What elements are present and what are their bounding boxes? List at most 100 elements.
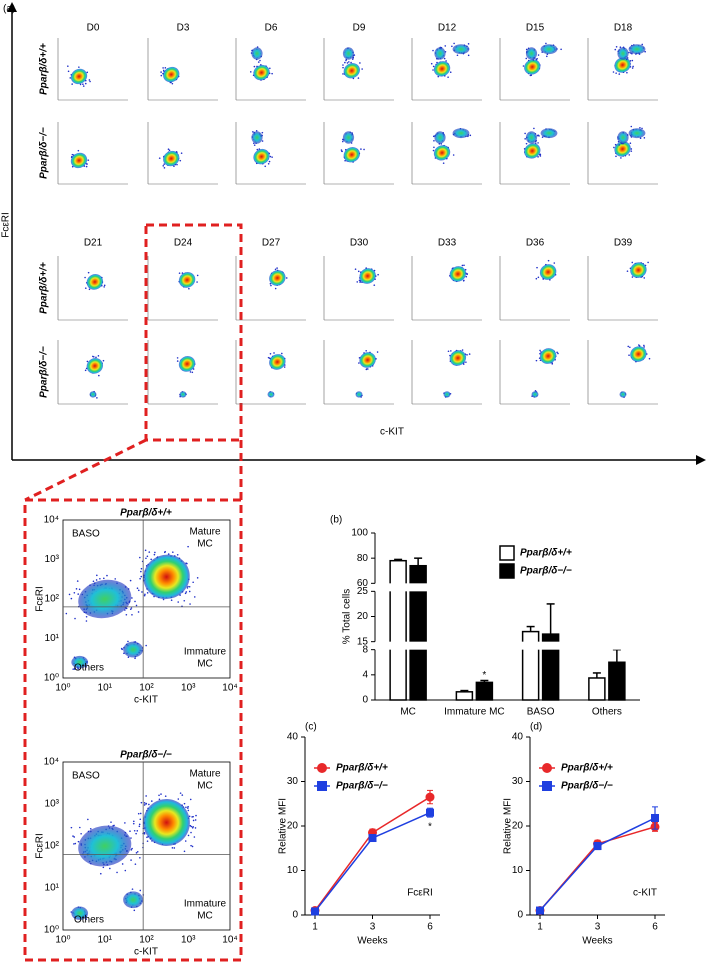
event-dot <box>163 167 166 169</box>
event-dot <box>132 822 135 825</box>
x-tick-label: 6 <box>427 922 433 933</box>
x-tick-label: 10³ <box>181 935 196 946</box>
event-dot <box>134 657 136 660</box>
event-dot <box>176 357 179 359</box>
legend-swatch <box>499 545 515 561</box>
event-dot <box>535 359 538 362</box>
event-dot <box>133 829 136 832</box>
event-dot <box>188 815 191 818</box>
event-dot <box>167 148 170 151</box>
event-dot <box>269 67 271 70</box>
density-blob <box>630 346 647 362</box>
density-blob <box>434 131 446 144</box>
y-axis-label: % Total cells <box>342 589 353 644</box>
event-dot <box>461 349 464 351</box>
event-dot <box>89 827 92 830</box>
event-dot <box>185 806 187 809</box>
quadrant-label: BASO <box>72 529 100 540</box>
event-dot <box>85 918 88 920</box>
event-dot <box>73 667 76 669</box>
event-dot <box>173 165 175 167</box>
event-dot <box>274 287 277 290</box>
y-tick-label: 10³ <box>45 799 60 810</box>
event-dot <box>84 287 87 289</box>
event-dot <box>377 273 379 276</box>
event-dot <box>639 137 642 140</box>
event-dot <box>341 150 343 153</box>
quadrant-label: MC <box>197 539 213 550</box>
event-dot <box>629 346 631 349</box>
density-blob <box>143 554 190 600</box>
x-tick-label: Others <box>592 707 622 718</box>
event-dot <box>188 287 190 290</box>
event-dot <box>140 567 143 570</box>
event-dot <box>647 261 649 264</box>
y-tick-label: 40 <box>287 732 299 743</box>
event-dot <box>261 140 264 142</box>
event-dot <box>256 148 259 151</box>
event-dot <box>75 588 78 590</box>
day-label: D39 <box>614 238 633 249</box>
x-tick-label: 3 <box>595 922 601 933</box>
event-dot <box>145 795 147 797</box>
y-tick-label: 100 <box>351 528 368 539</box>
density-blob <box>524 59 541 75</box>
density-blob <box>342 131 355 144</box>
event-dot <box>560 48 562 51</box>
event-dot <box>537 54 540 56</box>
density-blob <box>70 68 88 85</box>
event-dot <box>546 55 548 58</box>
event-dot <box>556 351 558 354</box>
x-tick-label: 6 <box>652 922 658 933</box>
event-dot <box>536 134 539 137</box>
density-blob <box>178 272 196 288</box>
annotation: c-KIT <box>633 888 657 899</box>
event-dot <box>148 803 150 806</box>
y-tick-label: 30 <box>512 776 524 787</box>
event-dot <box>103 286 105 288</box>
marker <box>311 907 319 916</box>
event-dot <box>139 818 142 821</box>
event-dot <box>150 800 153 802</box>
density-blob <box>71 906 89 920</box>
event-dot <box>137 812 140 815</box>
y-tick-label: 80 <box>357 553 369 564</box>
density-blob <box>251 131 263 144</box>
density-blob <box>619 391 627 398</box>
event-dot <box>269 282 272 285</box>
event-dot <box>192 581 194 584</box>
event-dot <box>78 588 81 591</box>
event-dot <box>121 863 124 865</box>
y-axis-label: Relative MFI <box>278 798 289 854</box>
event-dot <box>139 577 141 580</box>
event-dot <box>160 74 163 77</box>
event-dot <box>88 288 91 291</box>
event-dot <box>360 148 362 150</box>
event-dot <box>522 65 525 67</box>
event-dot <box>191 816 193 818</box>
density-blob <box>525 131 538 144</box>
event-dot <box>82 85 85 87</box>
event-dot <box>463 264 465 267</box>
event-dot <box>136 587 139 590</box>
event-dot <box>82 83 84 86</box>
x-tick-label: 10⁴ <box>222 683 237 694</box>
event-dot <box>86 360 89 363</box>
event-dot <box>648 357 651 360</box>
event-dot <box>432 69 434 71</box>
event-dot <box>283 366 286 368</box>
density-blob <box>123 891 144 909</box>
density-blob <box>449 266 467 282</box>
density-blob <box>253 148 270 165</box>
event-dot <box>359 281 361 283</box>
event-dot <box>74 617 76 620</box>
event-dot <box>365 349 367 352</box>
event-dot <box>191 845 194 848</box>
event-dot <box>269 352 272 355</box>
event-dot <box>437 75 440 78</box>
plot-frame <box>62 761 231 931</box>
event-dot <box>631 52 633 55</box>
y-tick-label: 10 <box>287 865 299 876</box>
event-dot <box>253 144 256 146</box>
event-dot <box>534 389 537 392</box>
